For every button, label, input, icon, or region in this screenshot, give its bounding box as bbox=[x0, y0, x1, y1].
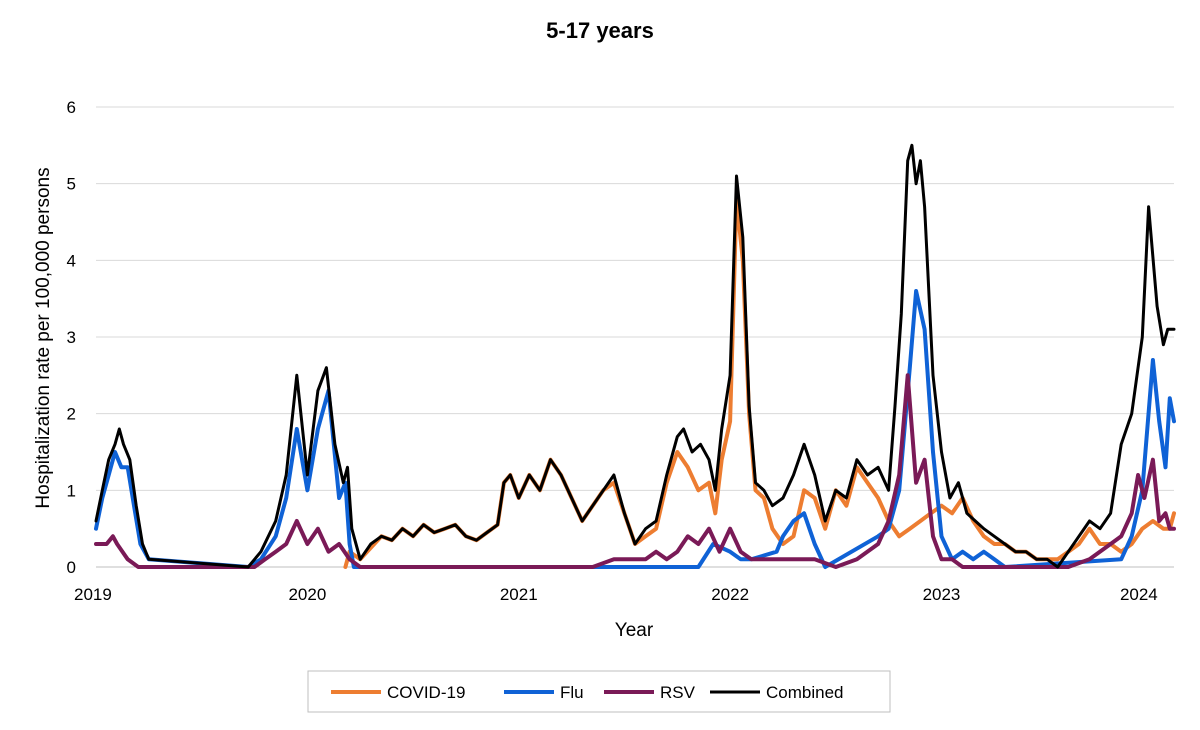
legend-label-covid-19: COVID-19 bbox=[387, 683, 465, 702]
x-axis-label: Year bbox=[615, 620, 654, 641]
x-tick-label: 2022 bbox=[711, 585, 749, 604]
x-tick-label: 2020 bbox=[288, 585, 326, 604]
series-line-rsv bbox=[94, 373, 1176, 569]
y-tick-label: 5 bbox=[67, 175, 76, 194]
y-tick-label: 1 bbox=[67, 481, 76, 500]
y-tick-label: 6 bbox=[67, 98, 76, 117]
x-tick-label: 2021 bbox=[500, 585, 538, 604]
x-tick-label: 2019 bbox=[74, 585, 112, 604]
series-line-combined bbox=[94, 143, 1176, 569]
series-line-covid-19 bbox=[343, 197, 1176, 569]
y-axis-ticks: 0 1 2 3 4 5 6 bbox=[67, 98, 76, 577]
legend-label-combined: Combined bbox=[766, 683, 844, 702]
x-tick-label: 2024 bbox=[1120, 585, 1158, 604]
series-group bbox=[94, 143, 1176, 569]
gridlines bbox=[96, 106, 1174, 568]
x-axis-ticks: 2019 2020 2021 2022 2023 2024 bbox=[74, 585, 1158, 604]
x-tick-label: 2023 bbox=[923, 585, 961, 604]
legend: COVID-19 Flu RSV Combined bbox=[307, 670, 891, 713]
y-tick-label: 4 bbox=[67, 251, 76, 270]
y-tick-label: 0 bbox=[67, 558, 76, 577]
series-line-flu bbox=[94, 289, 1176, 569]
legend-label-rsv: RSV bbox=[660, 683, 696, 702]
y-tick-label: 2 bbox=[67, 405, 76, 424]
chart-title: 5-17 years bbox=[546, 18, 654, 43]
legend-label-flu: Flu bbox=[560, 683, 584, 702]
y-axis-label: Hospitalization rate per 100,000 persons bbox=[33, 167, 54, 508]
y-tick-label: 3 bbox=[67, 328, 76, 347]
